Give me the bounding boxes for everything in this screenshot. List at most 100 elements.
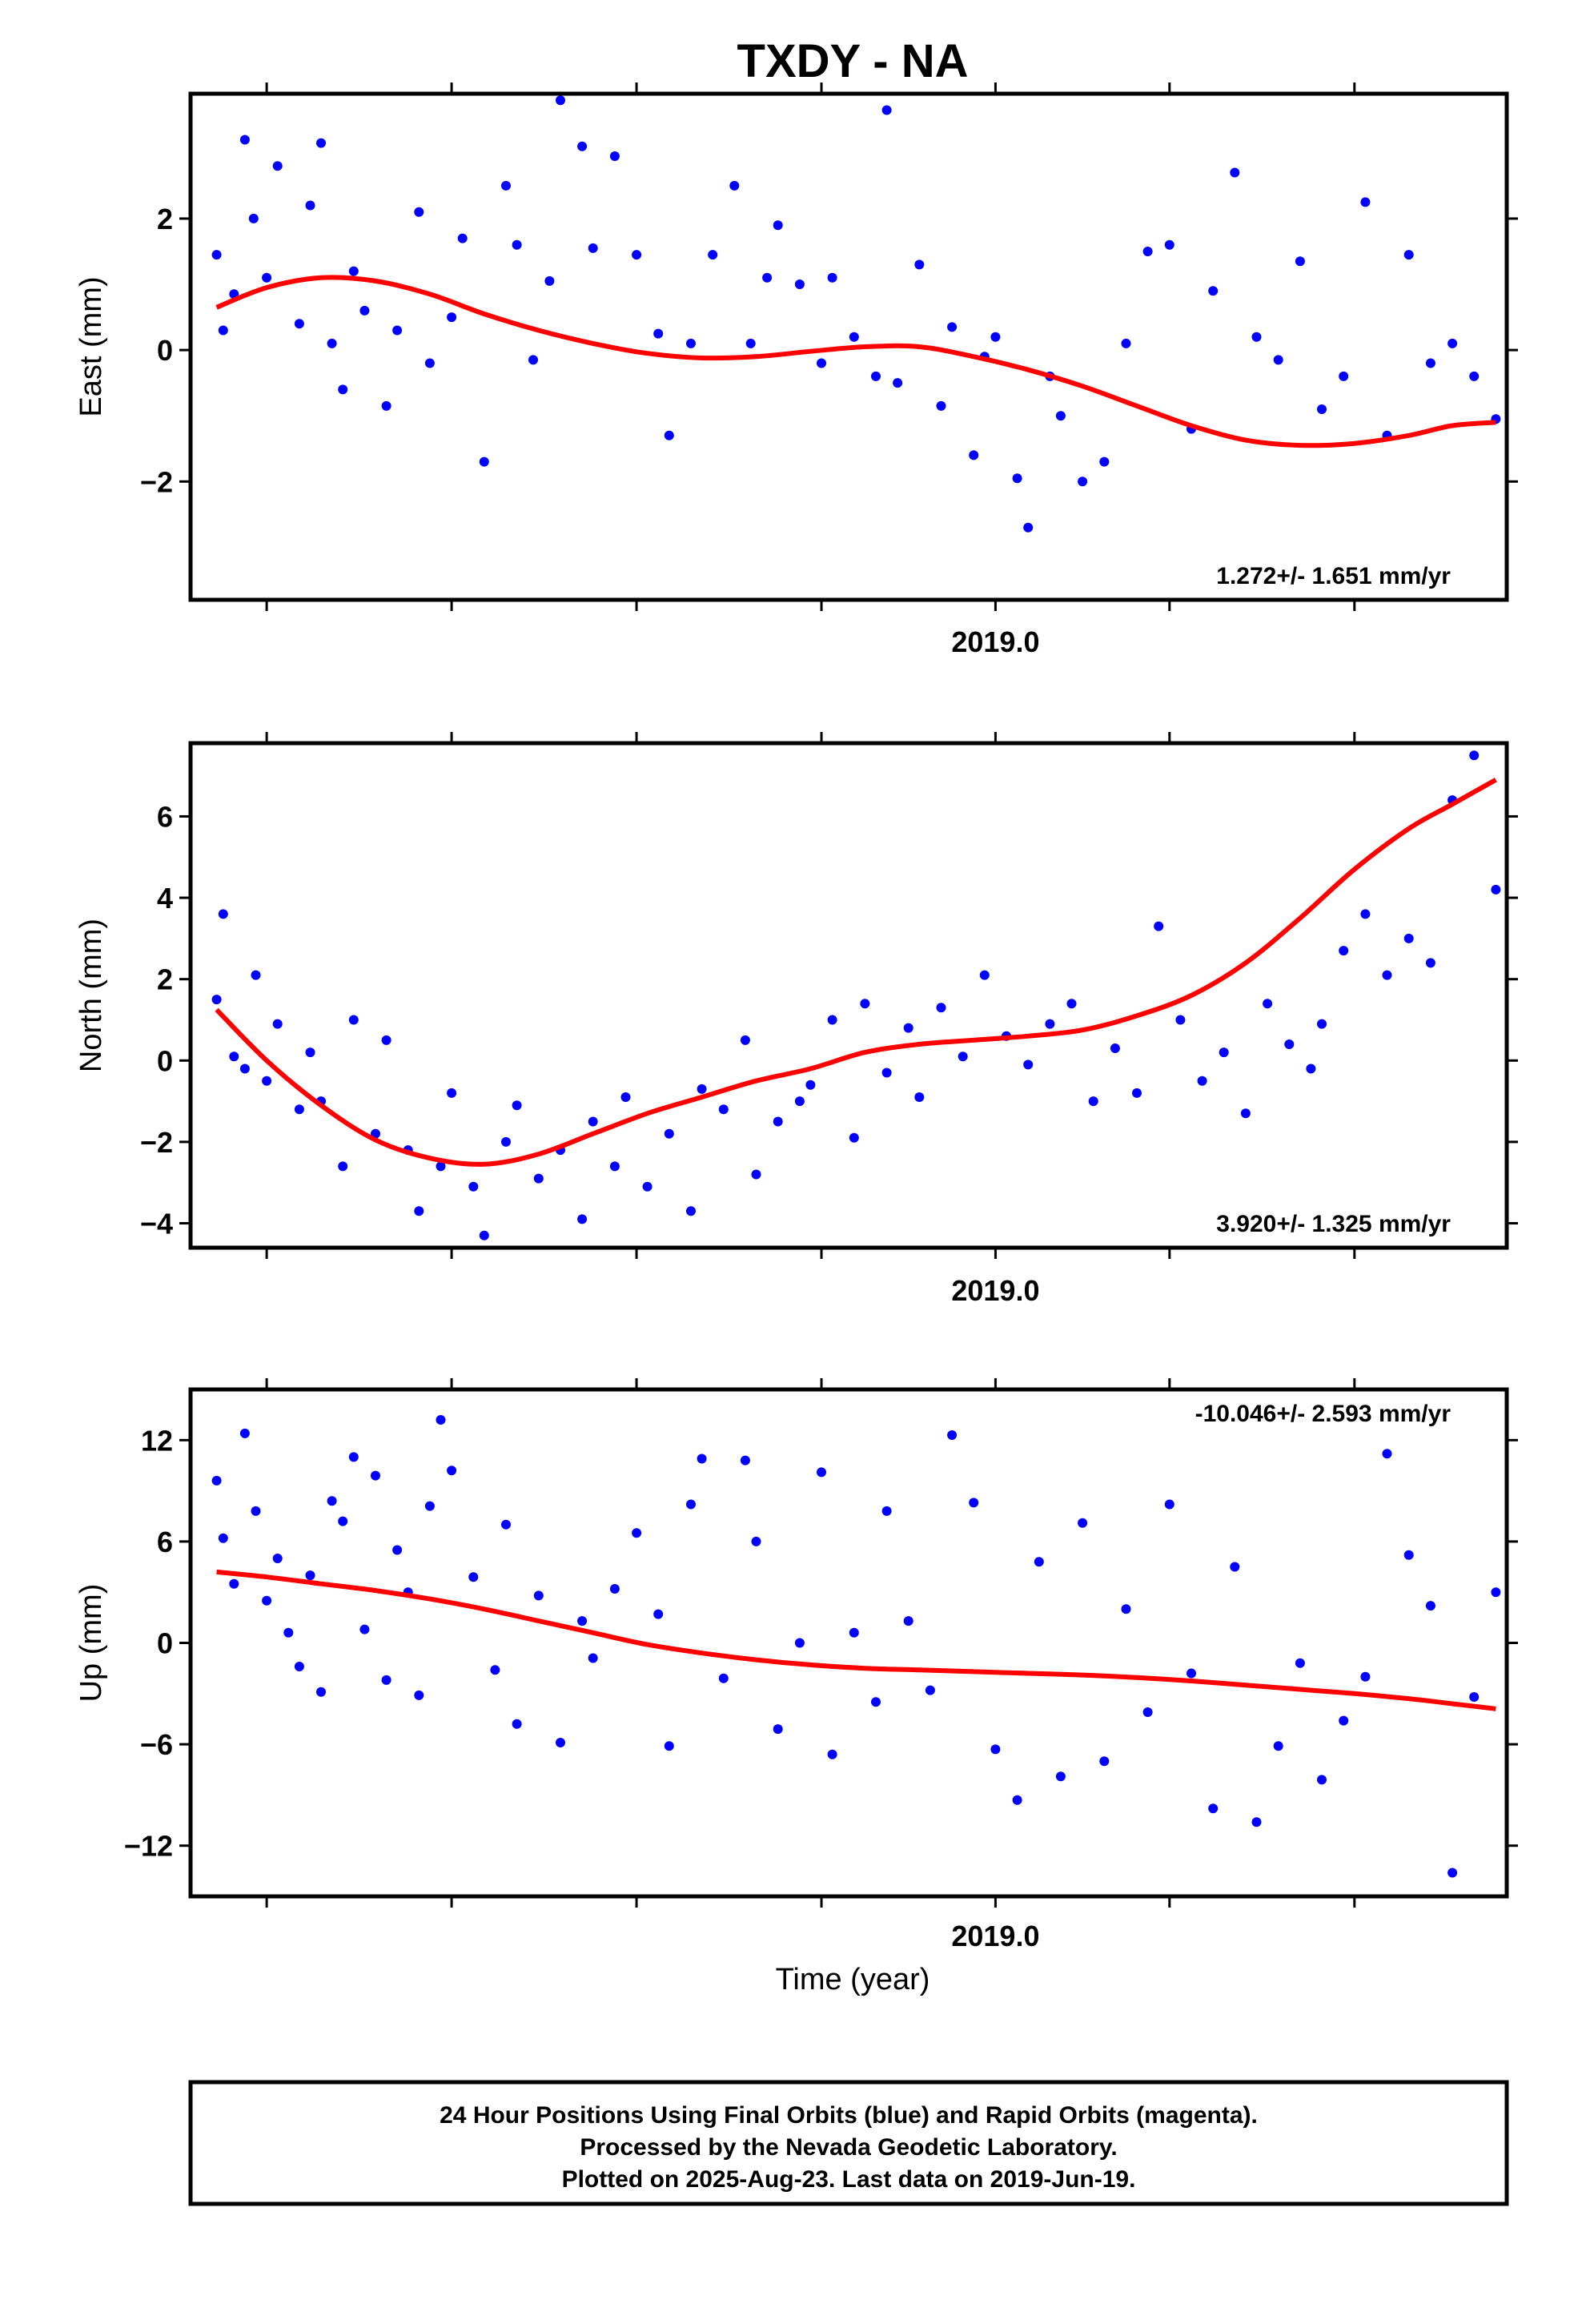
east-data-point: [990, 332, 1001, 342]
north-data-point: [958, 1051, 968, 1062]
north-data-point: [1469, 750, 1480, 761]
east-data-point: [936, 400, 946, 411]
up-data-point: [817, 1467, 826, 1478]
north-data-point: [338, 1161, 348, 1172]
up-data-point: [262, 1595, 272, 1606]
up-data-point: [229, 1578, 239, 1589]
east-data-point: [248, 213, 259, 223]
east-data-point: [1078, 476, 1088, 487]
north-data-point: [1491, 884, 1501, 895]
east-y-tick-label: 2: [157, 203, 173, 235]
up-data-point: [588, 1653, 598, 1663]
up-data-point: [609, 1584, 620, 1594]
north-data-point: [664, 1128, 674, 1139]
figure-title: TXDY - NA: [737, 35, 969, 87]
east-data-point: [338, 384, 348, 395]
up-data-point: [1186, 1668, 1196, 1679]
north-data-point: [1403, 933, 1414, 943]
up-data-point: [447, 1466, 457, 1476]
north-y-axis-label: North (mm): [74, 919, 108, 1072]
north-data-point: [447, 1088, 457, 1098]
north-data-point: [588, 1116, 598, 1127]
north-data-point: [794, 1096, 805, 1107]
up-data-point: [632, 1528, 642, 1538]
east-data-point: [969, 450, 979, 460]
up-data-point: [327, 1496, 337, 1506]
up-data-point: [283, 1627, 294, 1638]
north-data-point: [936, 1003, 946, 1013]
up-data-point: [218, 1533, 228, 1543]
east-data-point: [1142, 247, 1153, 256]
north-data-point: [1425, 958, 1435, 968]
up-data-point: [1078, 1518, 1088, 1528]
north-data-point: [1175, 1015, 1186, 1025]
east-data-point: [1339, 371, 1349, 381]
up-data-point: [664, 1741, 674, 1751]
east-data-point: [501, 180, 511, 191]
up-y-axis-label: Up (mm): [74, 1584, 108, 1703]
up-data-point: [239, 1428, 250, 1438]
east-data-point: [849, 332, 859, 342]
up-data-point: [1382, 1449, 1392, 1459]
north-data-point: [229, 1051, 239, 1062]
up-data-point: [881, 1506, 892, 1516]
north-data-point: [881, 1068, 892, 1078]
footer-line-1: 24 Hour Positions Using Final Orbits (bl…: [440, 2102, 1258, 2129]
up-data-point: [1099, 1756, 1110, 1767]
north-data-point: [512, 1100, 522, 1111]
east-data-point: [294, 319, 304, 329]
east-data-point: [708, 250, 718, 260]
up-data-point: [1055, 1771, 1066, 1782]
up-data-point: [338, 1516, 348, 1526]
up-x-tick-label: 2019.0: [951, 1920, 1039, 1952]
east-data-point: [218, 325, 228, 336]
east-data-point: [653, 328, 664, 339]
north-data-point: [479, 1230, 489, 1240]
north-axis-ticks: 6 4 2 0 −2 −4 2019.0: [140, 732, 1518, 1307]
north-data-point: [914, 1092, 925, 1102]
up-data-point: [947, 1430, 958, 1440]
north-data-point: [218, 909, 228, 919]
east-rate-label: 1.272+/- 1.651 mm/yr: [1216, 563, 1451, 589]
up-data-point: [903, 1616, 913, 1626]
up-data-point: [533, 1590, 544, 1601]
up-y-tick-label: 6: [157, 1526, 173, 1558]
east-data-point: [827, 272, 837, 283]
east-data-point: [893, 378, 903, 388]
north-data-point: [1219, 1047, 1229, 1058]
east-data-point: [1469, 371, 1480, 381]
east-data-point: [632, 250, 642, 260]
north-data-point: [642, 1181, 652, 1192]
up-data-point: [371, 1470, 380, 1481]
up-data-point: [424, 1501, 435, 1511]
north-data-point: [697, 1084, 707, 1094]
north-plot-frame: [188, 741, 1509, 1250]
up-axis-ticks: 12 6 0 −6 −12 2019.0: [124, 1378, 1518, 1952]
east-data-point: [211, 250, 222, 260]
north-data-point: [211, 995, 222, 1005]
east-y-axis-label: East (mm): [74, 276, 108, 416]
up-data-point: [305, 1570, 315, 1581]
up-data-point: [414, 1690, 424, 1700]
north-data-point: [348, 1015, 359, 1025]
east-data-point: [1055, 411, 1066, 421]
north-data-point: [773, 1116, 783, 1127]
east-data-point: [729, 180, 740, 191]
up-data-point: [1164, 1499, 1174, 1510]
east-data-point: [1447, 338, 1458, 348]
up-data-point: [794, 1638, 805, 1648]
up-data-point: [501, 1519, 511, 1530]
up-data-point: [925, 1685, 935, 1695]
north-data-point: [272, 1019, 283, 1029]
north-data-point: [1360, 909, 1371, 919]
north-data-point: [577, 1214, 588, 1224]
east-data-point: [1403, 250, 1414, 260]
north-data-point: [751, 1169, 761, 1180]
north-data-point: [1066, 999, 1077, 1009]
east-data-point: [305, 200, 315, 211]
east-data-point: [1317, 404, 1327, 414]
north-y-tick-label: 6: [157, 800, 173, 833]
north-data-point: [533, 1173, 544, 1184]
east-data-point: [588, 243, 598, 253]
up-data-point: [1339, 1715, 1349, 1726]
